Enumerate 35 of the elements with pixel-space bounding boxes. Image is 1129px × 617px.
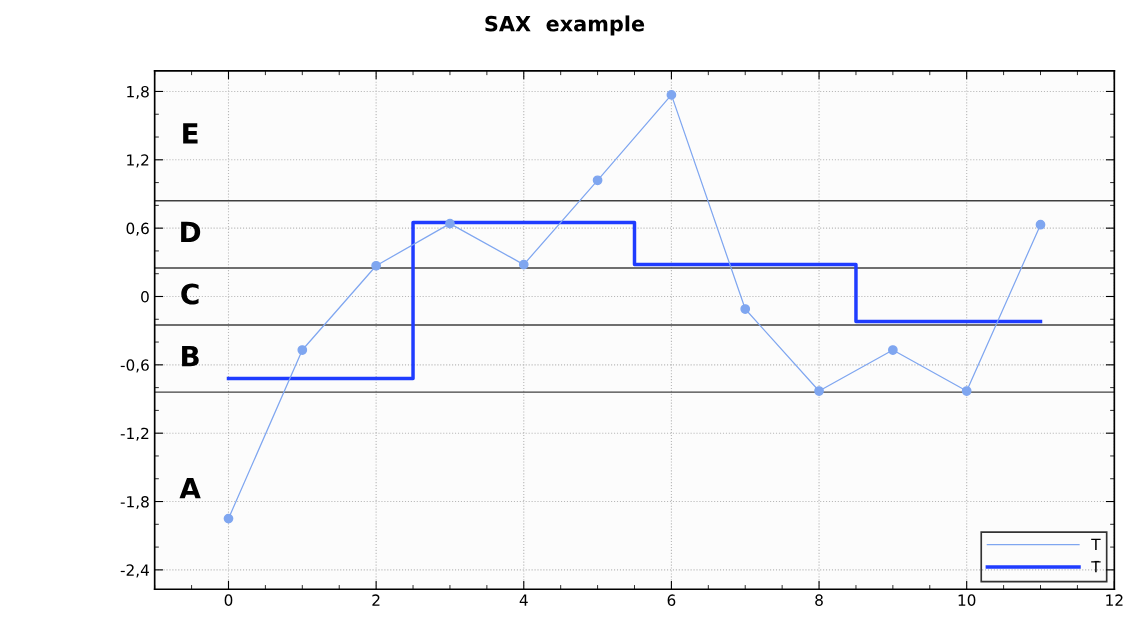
x-tick-label: 10 bbox=[958, 594, 976, 606]
x-tick-label: 8 bbox=[815, 594, 823, 606]
annotation: B bbox=[182, 345, 199, 367]
chart-title: SAX example bbox=[485, 15, 645, 36]
point bbox=[223, 513, 234, 524]
point bbox=[371, 260, 381, 271]
point bbox=[297, 345, 308, 355]
annotation: C bbox=[181, 283, 199, 305]
annotation: E bbox=[183, 123, 198, 144]
y-tick-label: 0 bbox=[141, 290, 149, 303]
point bbox=[666, 90, 677, 100]
x-tick-label: 0 bbox=[224, 594, 233, 606]
point bbox=[1035, 219, 1046, 230]
point bbox=[888, 345, 898, 355]
y-tick-label: -1,2 bbox=[120, 427, 149, 441]
point bbox=[592, 175, 603, 186]
annotation: D bbox=[181, 221, 201, 243]
y-tick-label: 1,2 bbox=[127, 154, 149, 168]
y-tick-label: 0,6 bbox=[126, 222, 149, 236]
y-tick-label: 1,8 bbox=[127, 85, 149, 100]
y-tick-label: -2,4 bbox=[120, 564, 149, 578]
x-tick-label: 2 bbox=[372, 594, 380, 606]
text: T bbox=[1091, 538, 1101, 550]
text: T̄ bbox=[1091, 560, 1101, 573]
point bbox=[961, 386, 972, 396]
annotation: A bbox=[179, 478, 201, 499]
y-tick-label: -1,8 bbox=[120, 495, 149, 510]
point bbox=[445, 218, 455, 229]
point bbox=[814, 386, 824, 396]
y-tick-label: -0,6 bbox=[120, 359, 149, 373]
point bbox=[740, 304, 751, 314]
x-tick-label: 6 bbox=[667, 594, 676, 606]
x-tick-label: 4 bbox=[519, 594, 528, 606]
x-tick-label: 12 bbox=[1106, 594, 1123, 606]
point bbox=[518, 259, 529, 270]
